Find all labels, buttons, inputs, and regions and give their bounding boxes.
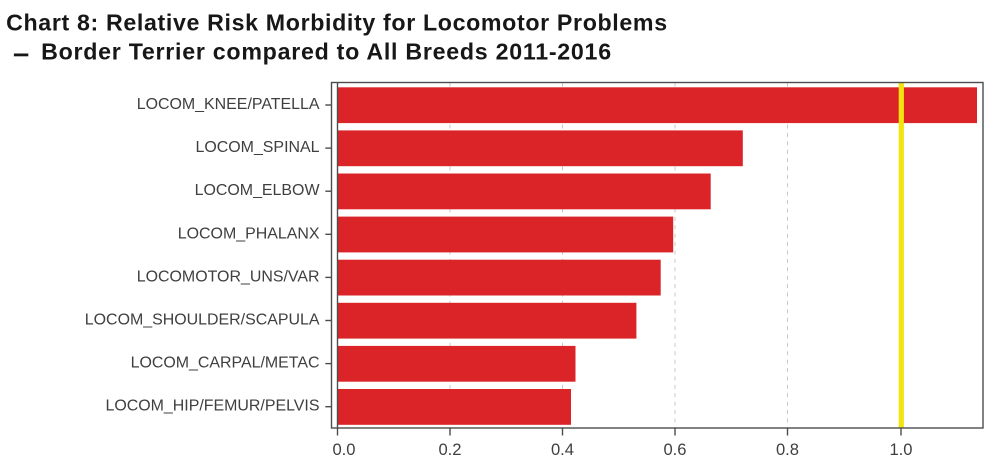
svg-text:Border Terrier compared to All: Border Terrier compared to All Breeds 20… xyxy=(41,39,611,65)
svg-text:LOCOMOTOR_UNS/VAR: LOCOMOTOR_UNS/VAR xyxy=(137,268,320,285)
svg-text:0.0: 0.0 xyxy=(332,440,355,459)
svg-text:LOCOM_HIP/FEMUR/PELVIS: LOCOM_HIP/FEMUR/PELVIS xyxy=(105,398,319,415)
svg-text:1.0: 1.0 xyxy=(889,440,912,459)
svg-text:LOCOM_ELBOW: LOCOM_ELBOW xyxy=(195,182,320,199)
svg-text:Chart 8: Relative Risk Morbidi: Chart 8: Relative Risk Morbidity for Loc… xyxy=(6,10,667,36)
svg-text:0.4: 0.4 xyxy=(551,440,574,459)
svg-text:LOCOM_SPINAL: LOCOM_SPINAL xyxy=(196,139,320,156)
svg-text:LOCOM_CARPAL/METAC: LOCOM_CARPAL/METAC xyxy=(131,355,320,372)
svg-text:0.2: 0.2 xyxy=(438,440,461,459)
svg-text:0.6: 0.6 xyxy=(663,440,686,459)
svg-text:LOCOM_KNEE/PATELLA: LOCOM_KNEE/PATELLA xyxy=(137,96,320,113)
svg-text:0.8: 0.8 xyxy=(776,440,799,459)
svg-text:LOCOM_PHALANX: LOCOM_PHALANX xyxy=(178,225,320,242)
svg-text:LOCOM_SHOULDER/SCAPULA: LOCOM_SHOULDER/SCAPULA xyxy=(85,312,320,329)
